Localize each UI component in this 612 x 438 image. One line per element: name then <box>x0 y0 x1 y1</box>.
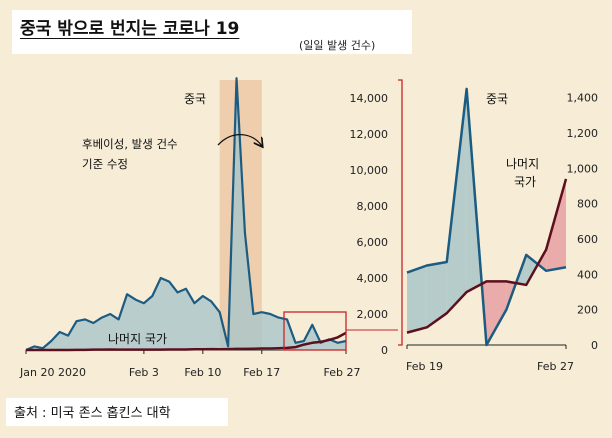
y-tick-label: 14,000 <box>350 92 389 105</box>
rest-excess-area <box>486 281 507 345</box>
source-credit: 출처 : 미국 존스 홉킨스 대학 <box>6 398 228 426</box>
x-tick-label: Feb 10 <box>184 366 221 379</box>
zoom-china-line <box>406 87 567 347</box>
zoom-x-tick-label: Feb 19 <box>406 360 443 373</box>
zoom-x-tick-label: Feb 27 <box>537 360 574 373</box>
main-chart: 0 2,000 4,000 6,000 8,000 10,000 12,000 14,000 J… <box>19 77 389 379</box>
zoom-y-tick-label: 1,400 <box>567 92 599 105</box>
x-tick-label: Feb 17 <box>243 366 280 379</box>
zoom-rest-line <box>406 178 568 334</box>
china-series-line <box>25 77 347 352</box>
rest-series-line <box>26 331 347 352</box>
china-area <box>26 78 346 350</box>
x-tick-label: Feb 27 <box>324 366 361 379</box>
zoom-y-tick-label: 800 <box>577 198 598 211</box>
series-label-china: 중국 <box>184 92 206 106</box>
annotation-arrow <box>217 133 262 146</box>
zoom-y-tick-label: 600 <box>577 233 598 246</box>
zoom-y-tick-label: 200 <box>577 304 598 317</box>
y-tick-label: 0 <box>381 344 388 357</box>
chart-title: 중국 밖으로 번지는 코로나 19 <box>20 19 240 39</box>
zoom-box <box>283 311 347 351</box>
zoom-y-tick-label: 1,000 <box>567 162 599 175</box>
chart-subtitle: (일일 발생 건수) <box>299 39 376 52</box>
series-label-rest: 나머지 국가 <box>108 332 167 346</box>
y-tick-label: 6,000 <box>357 236 389 249</box>
china-excess-area <box>426 261 447 328</box>
x-tick-label: Feb 3 <box>129 366 159 379</box>
zoom-series-label-rest: 나머지 국가 <box>506 157 539 189</box>
zoom-series-label-china: 중국 <box>486 92 508 106</box>
chart-overlay <box>283 79 403 351</box>
y-tick-label: 2,000 <box>357 308 389 321</box>
china-excess-area <box>407 265 427 333</box>
zoom-chart: 0 200 400 600 800 1,000 1,200 1,400 Feb 19 Feb 27… <box>406 87 599 373</box>
title-box <box>12 10 412 54</box>
china-excess-area <box>446 88 467 314</box>
y-tick-label: 10,000 <box>350 164 389 177</box>
y-tick-label: 8,000 <box>357 200 389 213</box>
x-tick-label: Jan 20 2020 <box>19 366 86 379</box>
y-tick-label: 4,000 <box>357 272 389 285</box>
zoom-y-tick-label: 400 <box>577 268 598 281</box>
annotation-hubei: 후베이성, 발생 건수 기준 수정 <box>82 137 178 171</box>
y-tick-label: 12,000 <box>350 128 389 141</box>
zoom-y-tick-label: 0 <box>591 339 598 352</box>
rest-excess-area <box>546 178 566 271</box>
zoom-bracket <box>398 79 403 346</box>
zoom-y-tick-label: 1,200 <box>567 127 599 140</box>
